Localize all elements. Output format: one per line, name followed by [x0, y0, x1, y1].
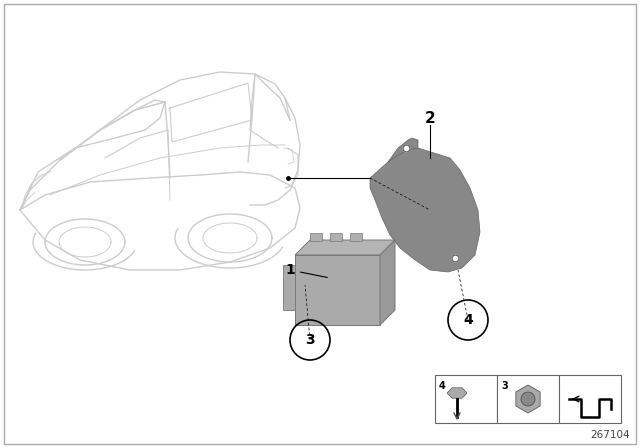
Polygon shape: [370, 148, 480, 272]
Polygon shape: [295, 240, 395, 255]
Bar: [559, 375, 621, 423]
Text: 267104: 267104: [590, 430, 630, 440]
Text: 4: 4: [439, 381, 445, 391]
Bar: [295, 255, 380, 325]
Polygon shape: [283, 265, 295, 310]
Polygon shape: [388, 138, 418, 162]
Bar: [497, 375, 559, 423]
Bar: [435, 375, 497, 423]
Text: 1: 1: [285, 263, 327, 277]
Text: 2: 2: [424, 111, 435, 125]
Bar: [350, 233, 362, 241]
Text: 4: 4: [463, 313, 473, 327]
Bar: [330, 233, 342, 241]
Bar: [310, 233, 322, 241]
Circle shape: [521, 392, 535, 406]
Text: 3: 3: [501, 381, 508, 391]
Polygon shape: [447, 388, 467, 398]
Text: 3: 3: [305, 333, 315, 347]
Polygon shape: [380, 240, 395, 325]
Polygon shape: [516, 385, 540, 413]
